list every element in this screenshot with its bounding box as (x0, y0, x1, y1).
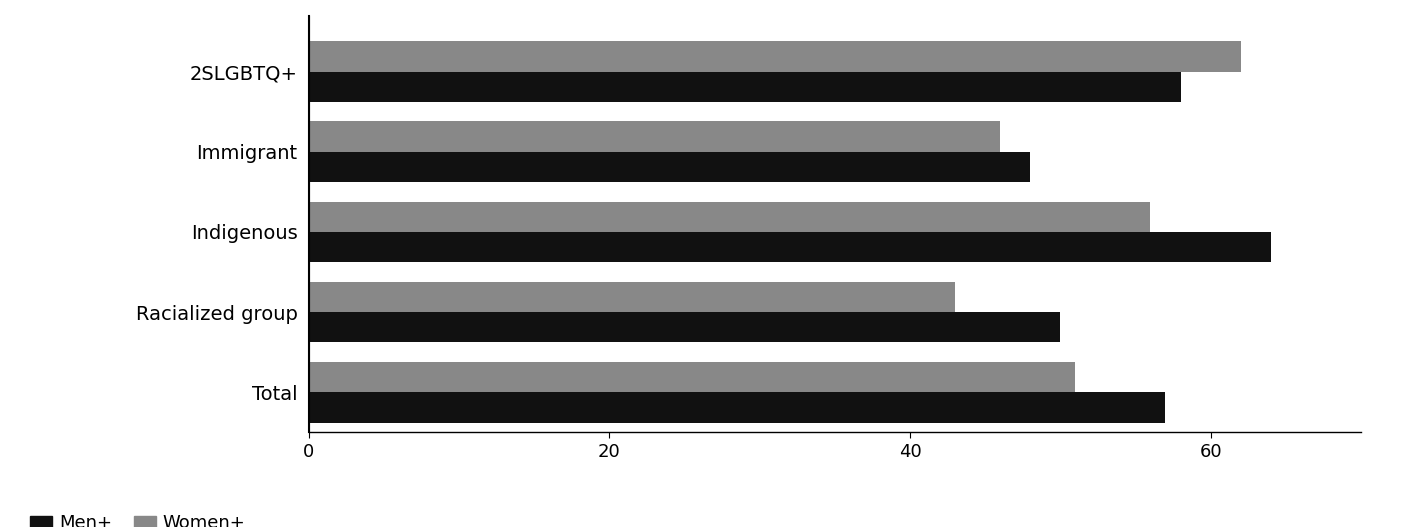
Bar (309, 42, 1240, 72)
Legend: Men+, Women+: Men+, Women+ (22, 508, 253, 527)
Bar (309, 72, 1180, 102)
Bar (309, 201, 1150, 232)
Bar (309, 122, 1000, 152)
Bar (309, 362, 1075, 392)
Bar (309, 392, 1166, 423)
Bar (309, 312, 1061, 343)
Bar (309, 281, 955, 312)
Bar (309, 152, 1030, 182)
Bar (309, 232, 1271, 262)
